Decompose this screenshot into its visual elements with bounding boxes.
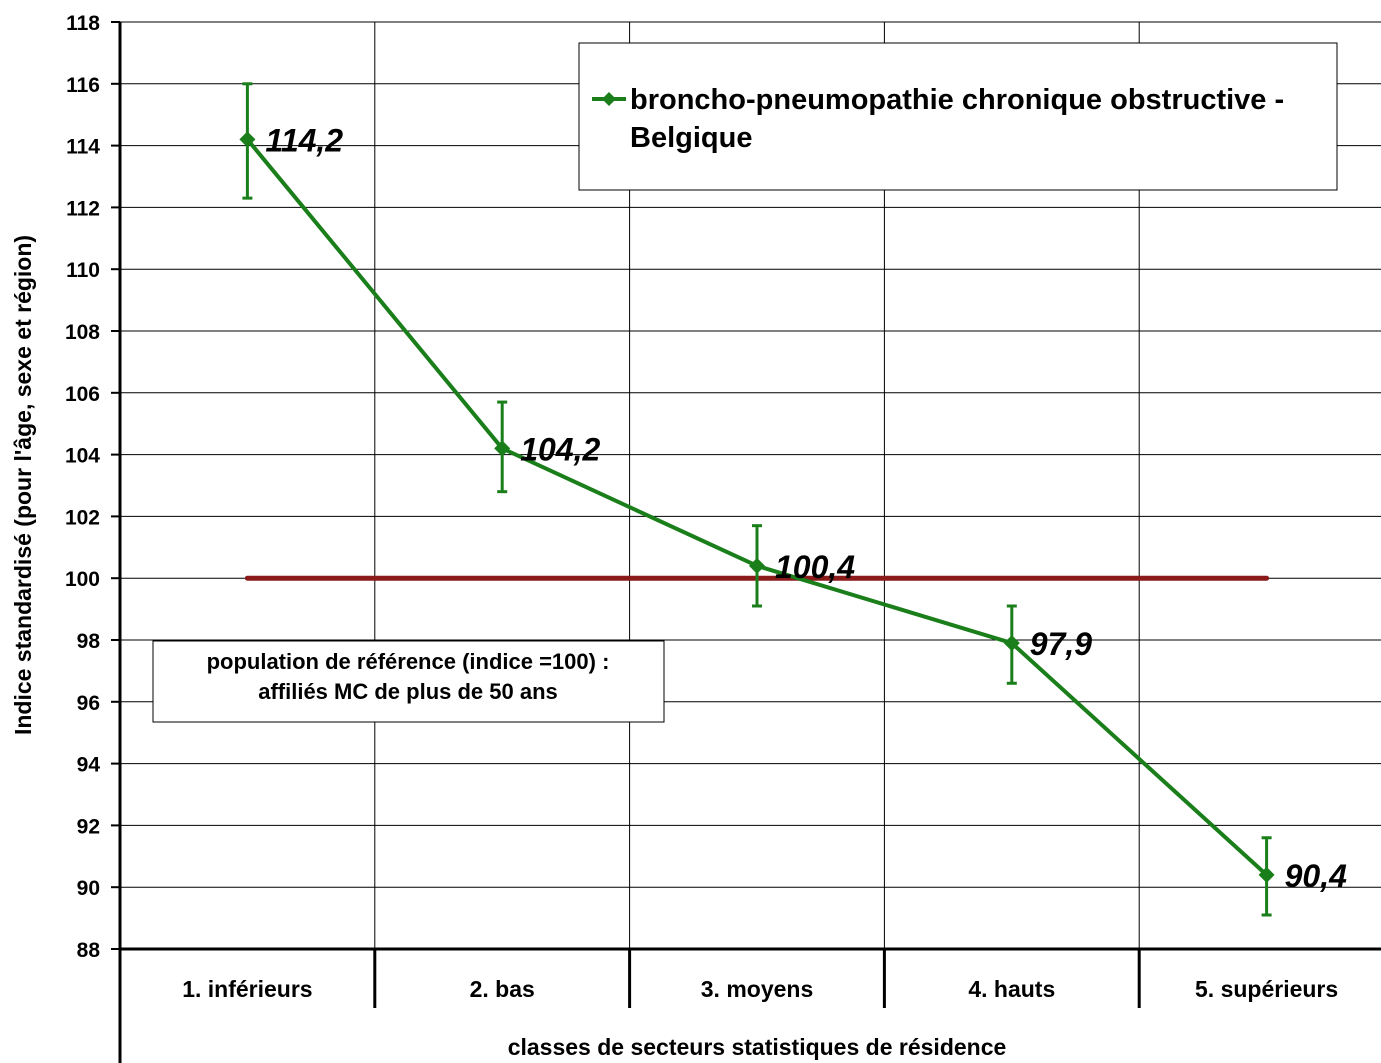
reference-note-line-1: population de référence (indice =100) :: [207, 649, 610, 674]
data-label: 97,9: [1030, 626, 1092, 662]
data-labels: 114,2 104,2 100,4 97,9 90,4: [265, 122, 1347, 893]
y-tick-label: 110: [66, 259, 100, 282]
y-tick-label: 112: [66, 197, 100, 220]
category-label: 2. bas: [470, 976, 535, 1002]
error-bars: [242, 82, 1272, 917]
y-tick-label: 98: [77, 630, 101, 653]
y-tick-label: 90: [77, 877, 100, 900]
y-tick-label: 108: [65, 321, 100, 344]
y-tick-label: 118: [66, 12, 100, 35]
y-axis-title: Indice standardisé (pour l'âge, sexe et …: [10, 235, 36, 735]
category-label: 5. supérieurs: [1195, 976, 1338, 1002]
data-label: 90,4: [1285, 858, 1347, 894]
data-point: [239, 131, 256, 148]
y-tick-label: 104: [65, 445, 100, 468]
category-label: 3. moyens: [701, 976, 814, 1002]
series-polyline: [245, 138, 1268, 877]
data-point: [749, 557, 765, 574]
category-label: 4. hauts: [968, 976, 1055, 1002]
y-tick-label: 114: [66, 136, 100, 159]
x-axis-title: classes de secteurs statistiques de rési…: [508, 1034, 1007, 1060]
data-label: 104,2: [520, 431, 600, 467]
series-line: [245, 138, 1268, 877]
y-tick-label: 92: [77, 815, 100, 838]
legend-label-line-1: broncho-pneumopathie chronique obstructi…: [630, 84, 1284, 116]
data-point: [494, 440, 511, 457]
y-axis-ticks: 88 90 92 94 96 98 100 102 104 106 108 110 112 114 116 1…: [65, 12, 120, 962]
y-tick-label: 116: [66, 74, 100, 97]
y-tick-label: 106: [65, 383, 100, 406]
category-label: 1. inférieurs: [182, 976, 312, 1002]
y-tick-label: 96: [77, 692, 100, 715]
legend-marker: [602, 92, 616, 106]
legend-label-line-2: Belgique: [630, 122, 752, 154]
data-label: 114,2: [265, 122, 343, 158]
y-tick-label: 100: [65, 568, 100, 591]
y-tick-label: 94: [77, 754, 101, 777]
y-tick-label: 88: [77, 939, 101, 962]
legend: broncho-pneumopathie chronique obstructi…: [578, 42, 1338, 191]
data-point: [1258, 866, 1275, 883]
data-label: 100,4: [775, 549, 855, 585]
data-point: [1003, 635, 1020, 652]
reference-note-line-2: affiliés MC de plus de 50 ans: [258, 679, 558, 704]
reference-note: population de référence (indice =100) : …: [152, 640, 665, 723]
y-tick-label: 102: [65, 506, 100, 529]
category-axis: 1. inférieurs 2. bas 3. moyens 4. hauts 5. s…: [182, 949, 1338, 1008]
data-points: [239, 131, 1275, 883]
axes: [118, 22, 1381, 1063]
